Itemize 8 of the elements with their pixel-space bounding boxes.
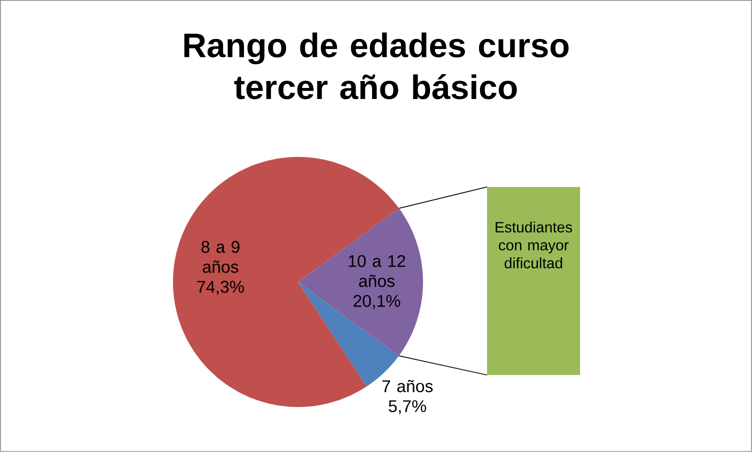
slice-label: 7 años — [382, 380, 433, 392]
text: Estudiantes con mayor dificultad — [496, 222, 572, 268]
data-label: 74,3% — [197, 280, 244, 295]
slice-label: 10 a 12 años — [348, 255, 406, 288]
chart-title: Rango de edades curso tercer año básico — [184, 32, 569, 100]
data-label: 5,7% — [388, 400, 426, 414]
data-label: 20,1% — [354, 295, 400, 310]
slice-label: 8 a 9 años — [201, 240, 240, 273]
